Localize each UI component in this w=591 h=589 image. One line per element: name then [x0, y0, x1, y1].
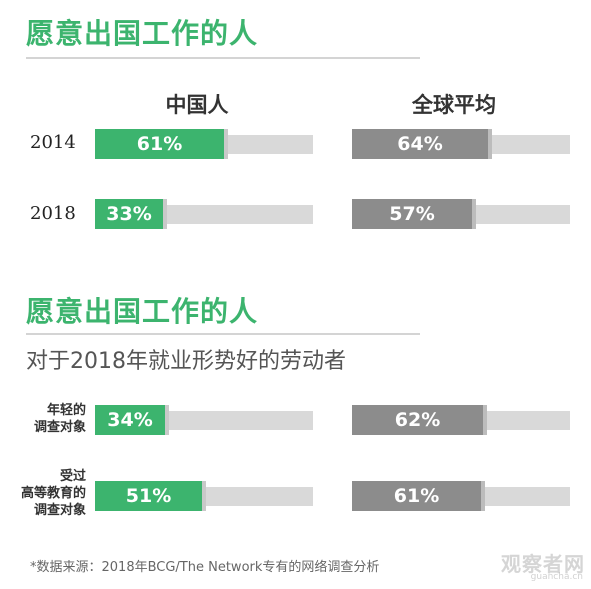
chart2-bar-label-s0-c1: 51% — [125, 485, 172, 507]
watermark-logo: 观察者网 — [501, 552, 585, 576]
chart1-title: 愿意出国工作的人 — [26, 17, 259, 50]
chart2-bar-s1-c1: 61% — [352, 481, 485, 511]
chart1-bar-s0-c1: 33% — [95, 199, 167, 229]
chart1-bar-label-s1-c0: 64% — [397, 133, 443, 155]
footnote: *数据来源：2018年BCG/The Network专有的网络调查分析 — [30, 560, 380, 575]
chart1-bar-s1-c0: 64% — [352, 129, 492, 159]
chart1-bar-s1-c1: 57% — [352, 199, 476, 229]
chart1-bar-label-s0-c0: 61% — [136, 133, 183, 155]
chart2-title: 愿意出国工作的人 — [26, 295, 259, 328]
row-label-educated: 受过 高等教育的 调查对象 — [2, 468, 86, 519]
chart2-bar-s1-c0: 62% — [352, 405, 487, 435]
year-label-2018: 2018 — [30, 203, 76, 224]
chart2-bar-s0-c1: 51% — [95, 481, 206, 511]
year-label-2014: 2014 — [30, 132, 76, 153]
chart2-bar-label-s0-c0: 34% — [107, 409, 153, 431]
chart1-title-rule — [26, 57, 420, 59]
chart2-title-rule — [26, 333, 420, 335]
row-label-young: 年轻的 调查对象 — [22, 402, 86, 436]
row-label-young-line2: 调查对象 — [33, 420, 86, 435]
chart1-bar-label-s1-c1: 57% — [389, 203, 435, 225]
chart2-bar-s0-c0: 34% — [95, 405, 169, 435]
row-label-educated-line1: 受过 — [59, 469, 86, 484]
chart2-bar-label-s1-c1: 61% — [393, 485, 440, 507]
watermark-url: guancha.cn — [530, 572, 583, 582]
column-header-global: 全球平均 — [412, 93, 496, 117]
chart1-bar-label-s0-c1: 33% — [106, 203, 152, 225]
chart2-subtitle: 对于2018年就业形势好的劳动者 — [26, 349, 346, 374]
row-label-young-line1: 年轻的 — [46, 403, 86, 418]
chart1-bar-s0-c0: 61% — [95, 129, 228, 159]
row-label-educated-line3: 调查对象 — [33, 503, 86, 518]
chart2-bar-label-s1-c0: 62% — [394, 409, 441, 431]
row-label-educated-line2: 高等教育的 — [20, 486, 86, 501]
column-header-china: 中国人 — [165, 93, 229, 117]
